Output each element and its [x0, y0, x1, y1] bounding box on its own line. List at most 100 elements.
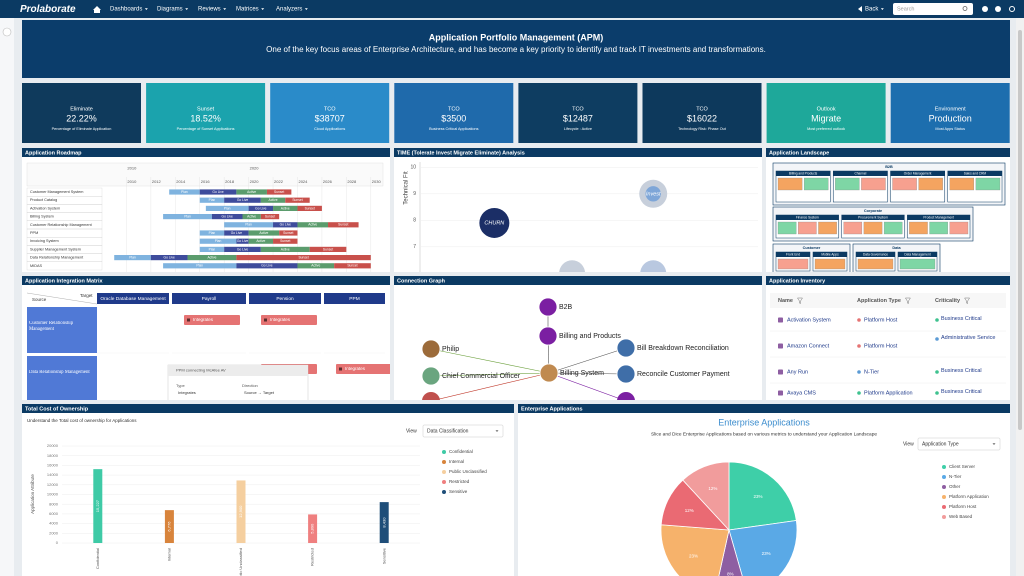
roadmap-bar-label: Go Live [280, 223, 292, 227]
panel-header [394, 276, 762, 285]
graph-node[interactable] [421, 366, 441, 386]
kpi-card [890, 83, 1010, 143]
integration-cell[interactable] [261, 315, 317, 325]
view-dropdown[interactable] [917, 437, 1001, 451]
panel-header [22, 404, 514, 413]
subgroup-header [776, 215, 839, 220]
view-label: View [406, 428, 417, 434]
pie-slice [682, 461, 730, 532]
roadmap-bar-label: Plan [245, 223, 252, 227]
user-icon[interactable] [1009, 6, 1015, 12]
roadmap-bar [285, 197, 310, 203]
panel-content: Enterprise Applications Slice and Dice En… [651, 417, 1001, 576]
nav-item[interactable]: Matrices [236, 7, 259, 13]
filter-icon[interactable] [964, 297, 971, 304]
roadmap-bar-label: Sunset [338, 223, 348, 227]
roadmap-bar-label: Active [247, 190, 256, 194]
sidebar-toggle[interactable] [2, 27, 12, 37]
landscape-leaf [949, 177, 975, 191]
graph-edge [430, 348, 550, 374]
nav-icon[interactable] [995, 6, 1001, 12]
roadmap-bar [211, 214, 243, 220]
roadmap-bar [248, 238, 274, 244]
subgroup-header [907, 215, 970, 220]
panel-title: Application Roadmap [25, 150, 82, 156]
roadmap-bar-label: Sunset [292, 198, 302, 202]
nav-item[interactable]: Analyzers [276, 7, 302, 13]
app-name[interactable]: Activation System [787, 317, 831, 323]
panel: Application Landscape B2B Billing and Prod… [766, 148, 1010, 272]
nav-item[interactable]: Diagrams [157, 7, 183, 13]
panel-header [22, 276, 390, 285]
roadmap-bar [199, 230, 225, 236]
tooltip-header [168, 365, 308, 376]
legend-swatch [442, 480, 446, 484]
banner-subtitle: One of the key focus areas of Enterprise… [266, 45, 766, 54]
nav-item[interactable]: Reviews [198, 7, 221, 13]
nav-item[interactable]: Dashboards [110, 7, 142, 13]
app-name[interactable]: Any Run [787, 369, 808, 375]
panel-title: Total Cost of Ownership [25, 406, 89, 412]
app-name[interactable]: Avaya CMS [787, 390, 816, 396]
roadmap-bar [297, 205, 322, 211]
graph-node[interactable] [616, 338, 636, 358]
roadmap-bar [199, 197, 225, 203]
roadmap-bar-label: Active [308, 223, 317, 227]
matrix-row-label-box: Data Relationship Management [29, 370, 90, 375]
criticality: Business Critical [941, 389, 982, 395]
criticality-box: Business Critical [941, 389, 982, 395]
graph-node[interactable] [539, 363, 559, 383]
landscape-leaf [777, 177, 803, 191]
row-label: Data Relationship Management [30, 256, 84, 260]
roadmap-bar [199, 189, 237, 195]
app-name[interactable]: Amazon Connect [787, 343, 830, 349]
graph-node-label: Billing System [560, 370, 604, 377]
graph-node[interactable] [421, 339, 441, 359]
roadmap-bar-label: Active [247, 214, 256, 218]
graph-node[interactable] [538, 297, 558, 317]
bubble-core [645, 186, 661, 202]
roadmap-bar [279, 230, 298, 236]
panel: TIME (Tolerate Invest Migrate Eliminate)… [394, 148, 762, 272]
scroll-thumb[interactable] [1018, 30, 1022, 430]
back-button[interactable]: Back [865, 7, 879, 13]
roadmap-bar [199, 246, 225, 252]
chart-subtitle: Slice and Dice Enterprise Applications b… [651, 431, 877, 437]
search-box[interactable] [893, 3, 973, 15]
integration-cell[interactable] [184, 315, 240, 325]
kpi-value: $12487 [563, 113, 593, 123]
bubble [479, 207, 510, 238]
legend-swatch [442, 450, 446, 454]
view-dropdown[interactable] [422, 424, 504, 438]
caret-icon [185, 8, 189, 10]
integration-cell[interactable] [336, 364, 392, 374]
roadmap-bar-label: Go Live [237, 247, 249, 251]
graph-node[interactable] [616, 364, 636, 384]
nav-icon[interactable] [982, 6, 988, 12]
x-tick-label: 2030 [372, 179, 382, 184]
legend-swatch [942, 495, 946, 499]
kpi-card [22, 83, 141, 143]
legend-swatch [942, 505, 946, 509]
y-tick-label: 14000 [47, 472, 59, 477]
criticality: Business Critical [941, 316, 982, 322]
slice-label: 23% [753, 494, 762, 499]
roadmap-bar [248, 230, 280, 236]
panel-body [394, 148, 762, 272]
roadmap-bar [236, 189, 267, 195]
filter-icon[interactable] [904, 297, 911, 304]
roadmap-bar [248, 205, 274, 211]
banner [22, 20, 1010, 78]
y-tick-label: 20000 [47, 443, 59, 448]
criticality-box: Business Critical [941, 368, 982, 374]
sidebar [0, 18, 14, 576]
caret-icon [144, 8, 148, 10]
roadmap-bar-label: Active [207, 255, 216, 259]
slice-label: 8% [727, 571, 734, 576]
y-axis-label: Technical Fit [404, 171, 410, 205]
roadmap-bar-label: Plan [209, 247, 216, 251]
slice-label: 12% [708, 486, 717, 491]
filter-icon[interactable] [797, 297, 803, 304]
graph-node[interactable] [538, 326, 558, 346]
roadmap-bar-label: Go Live [212, 190, 224, 194]
